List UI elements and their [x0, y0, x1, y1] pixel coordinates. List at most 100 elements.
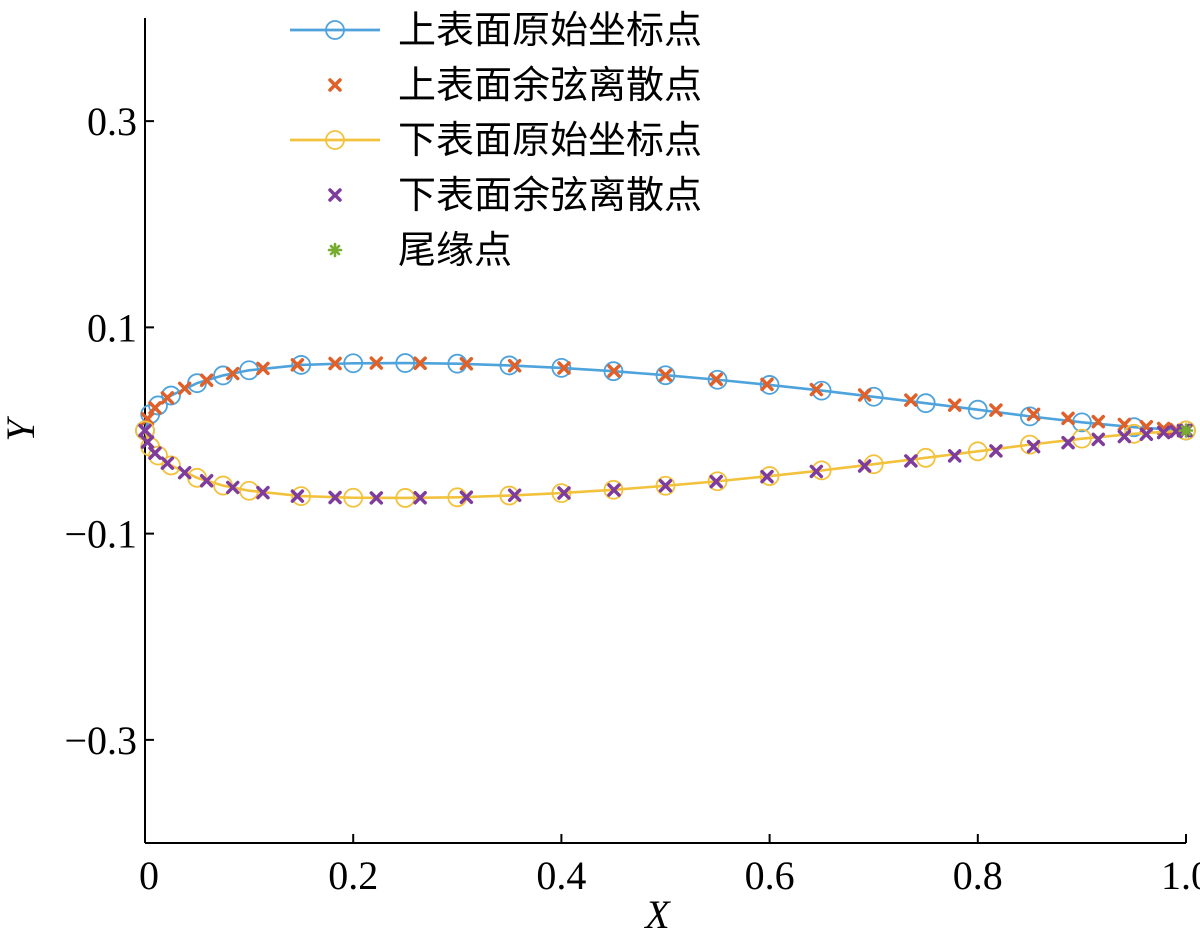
data-point — [1091, 432, 1105, 447]
y-tick-label: −0.3 — [64, 718, 137, 763]
data-point — [707, 471, 728, 492]
data-point — [809, 464, 824, 479]
y-axis-title: Y — [0, 416, 43, 442]
data-point — [811, 380, 832, 401]
legend-item: 上表面余弦离散点 — [328, 63, 702, 107]
data-point — [967, 399, 988, 420]
data-point — [290, 489, 305, 503]
data-point — [857, 388, 872, 402]
data-point — [291, 486, 312, 506]
y-tick-label: −0.1 — [64, 512, 137, 557]
data-point — [1117, 429, 1132, 444]
data-point — [759, 466, 780, 486]
data-point — [1156, 425, 1171, 440]
data-point — [161, 455, 181, 476]
x-tick-label: 0.2 — [328, 853, 378, 898]
data-point — [328, 356, 342, 371]
legend-marker — [325, 20, 345, 40]
data-point — [947, 449, 962, 463]
data-point — [655, 365, 676, 386]
data-point — [199, 373, 214, 388]
series — [135, 353, 1196, 508]
data-point — [760, 377, 774, 392]
data-point — [413, 356, 427, 371]
ticks: 0 0.2 0.4 0.6 0.8 1.0 0.3 0.1 −0.1 −0.3 — [64, 99, 1200, 898]
data-point — [947, 398, 962, 412]
data-point — [160, 456, 175, 470]
data-point — [395, 488, 416, 508]
data-point — [343, 487, 364, 508]
data-point — [707, 369, 728, 390]
data-point — [557, 486, 571, 500]
data-point — [148, 395, 168, 416]
data-point — [709, 372, 723, 387]
legend-label: 尾缘点 — [398, 228, 512, 272]
legend-marker — [328, 78, 342, 92]
data-point — [551, 483, 572, 503]
data-point — [413, 490, 427, 505]
data-point — [291, 355, 312, 375]
x-tick-label: 1.0 — [1161, 853, 1200, 898]
data-point — [989, 444, 1003, 458]
data-point — [343, 353, 364, 374]
y-tick-label: 0.1 — [87, 305, 137, 350]
data-point — [915, 447, 936, 468]
data-point — [177, 465, 192, 480]
legend-label: 上表面原始坐标点 — [398, 8, 702, 52]
data-point — [507, 488, 522, 503]
y-tick-label: 0.3 — [87, 99, 137, 144]
series-4 — [1178, 423, 1194, 438]
data-point — [655, 475, 676, 496]
data-point — [226, 366, 240, 381]
data-point — [507, 358, 522, 373]
legend-item: 尾缘点 — [327, 228, 512, 272]
data-point — [148, 401, 162, 415]
data-point — [658, 368, 673, 382]
data-point — [967, 441, 988, 462]
data-point — [1019, 434, 1040, 455]
data-point — [177, 381, 192, 396]
data-point — [499, 485, 520, 506]
legend-item: 上表面原始坐标点 — [290, 8, 702, 52]
data-point — [709, 474, 723, 489]
series-line — [143, 429, 1187, 500]
data-point — [1061, 435, 1075, 450]
data-point — [904, 393, 918, 407]
data-point — [603, 479, 624, 500]
data-point — [395, 353, 416, 373]
data-point — [1026, 439, 1041, 454]
data-point — [328, 490, 342, 505]
data-point — [138, 423, 152, 438]
data-point — [658, 479, 673, 493]
data-point — [557, 361, 571, 375]
x-tick-label: 0.8 — [953, 853, 1003, 898]
data-point — [369, 491, 384, 505]
legend-item: 下表面原始坐标点 — [290, 118, 702, 162]
data-point — [140, 435, 155, 449]
data-point — [1139, 427, 1154, 441]
data-point — [915, 393, 936, 414]
data-point — [1091, 414, 1105, 429]
series-3 — [138, 423, 1193, 505]
data-point — [290, 358, 305, 372]
data-point — [760, 469, 774, 484]
data-point — [811, 460, 832, 481]
data-point — [148, 445, 168, 466]
legend-label: 下表面原始坐标点 — [398, 118, 702, 162]
x-tick-label: 0.4 — [536, 853, 586, 898]
x-tick-label: 0 — [139, 853, 159, 898]
data-point — [161, 385, 181, 406]
legend-marker — [325, 130, 345, 150]
data-point — [459, 490, 474, 504]
data-point — [809, 382, 824, 397]
x-tick-label: 0.6 — [745, 853, 795, 898]
data-point — [759, 375, 780, 395]
series-line — [143, 361, 1187, 432]
data-point — [607, 364, 621, 378]
data-point — [607, 483, 621, 497]
data-point — [904, 454, 918, 468]
data-point — [1178, 423, 1194, 438]
